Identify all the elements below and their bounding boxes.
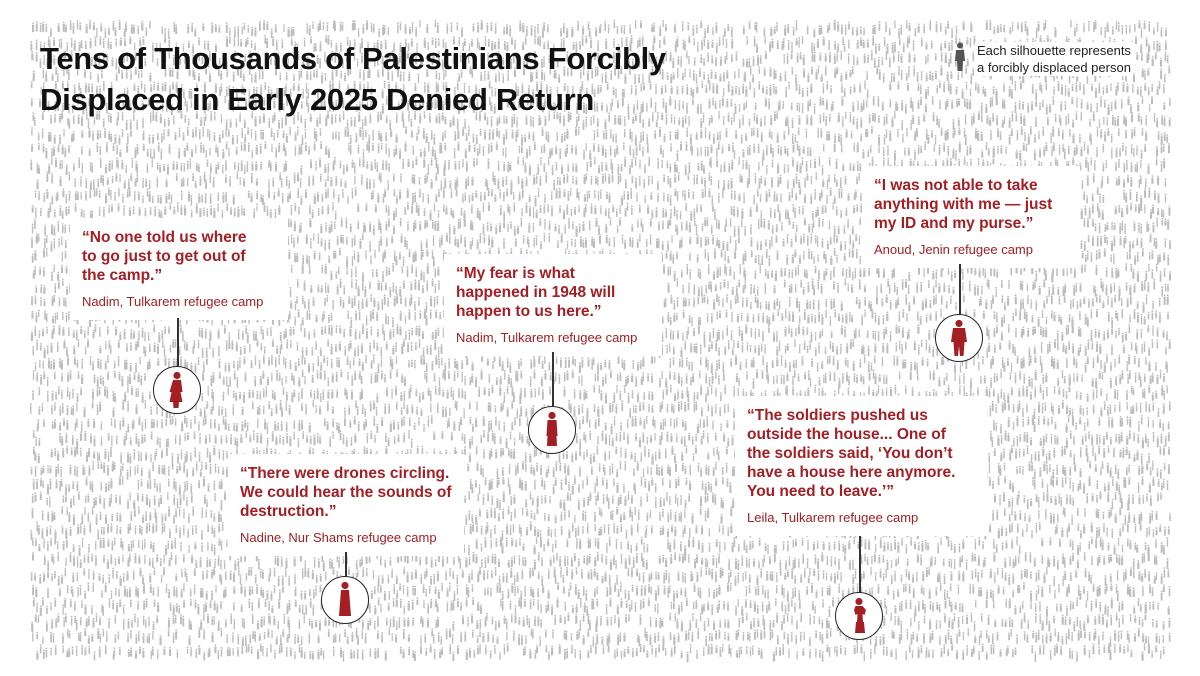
connector-line xyxy=(552,352,554,406)
quote-line: anything with me — just xyxy=(874,196,1053,213)
quote-line: the soldiers said, ‘You don’t xyxy=(747,445,953,462)
woman-hands-on-hips-silhouette-icon xyxy=(854,597,866,633)
connector-line xyxy=(959,264,961,314)
silhouette-badge-1 xyxy=(153,366,201,414)
quote-source: Nadim, Tulkarem refugee camp xyxy=(82,294,264,309)
quote-line: “My fear is what xyxy=(456,265,575,282)
quote-line: You need to leave.’” xyxy=(747,483,895,500)
quote-text: “No one told us where to go just to get … xyxy=(82,228,276,285)
quote-card-4: “I was not able to take anything with me… xyxy=(862,166,1080,268)
quote-card-2: “There were drones circling. We could he… xyxy=(228,454,464,556)
person-silhouette-icon xyxy=(955,42,965,71)
quote-line: We could hear the sounds of xyxy=(240,484,452,501)
quote-line: happen to us here.” xyxy=(456,303,602,320)
title-line-1: Tens of Thousands of Palestinians Forcib… xyxy=(40,41,666,76)
connector-line xyxy=(177,318,179,366)
silhouette-badge-4 xyxy=(935,314,983,362)
connector-line xyxy=(345,552,347,576)
quote-text: “There were drones circling. We could he… xyxy=(240,464,452,521)
legend-line-2: a forcibly displaced person xyxy=(977,60,1131,75)
quote-text: “I was not able to take anything with me… xyxy=(874,176,1068,233)
quote-text: “The soldiers pushed us outside the hous… xyxy=(747,406,975,501)
quote-line: “There were drones circling. xyxy=(240,465,450,482)
quote-card-1: “No one told us where to go just to get … xyxy=(70,218,288,320)
quote-source: Nadim, Tulkarem refugee camp xyxy=(456,330,638,345)
silhouette-badge-2 xyxy=(321,576,369,624)
title-line-2: Displaced in Early 2025 Denied Return xyxy=(40,82,594,117)
quote-card-5: “The soldiers pushed us outside the hous… xyxy=(735,396,987,536)
woman-in-dress-silhouette-icon xyxy=(546,411,558,446)
quote-line: to go just to get out of xyxy=(82,248,246,265)
quote-line: “The soldiers pushed us xyxy=(747,407,928,424)
quote-source: Nadine, Nur Shams refugee camp xyxy=(240,530,437,545)
silhouette-badge-5 xyxy=(835,592,883,640)
legend-text: Each silhouette represents a forcibly di… xyxy=(975,42,1133,76)
man-silhouette-icon xyxy=(951,319,967,356)
connector-line xyxy=(859,536,861,592)
quote-card-3: “My fear is what happened in 1948 will h… xyxy=(444,254,662,356)
woman-in-robe-silhouette-icon xyxy=(339,581,351,616)
quote-line: “I was not able to take xyxy=(874,177,1038,194)
quote-line: outside the house... One of xyxy=(747,426,946,443)
legend: Each silhouette represents a forcibly di… xyxy=(953,42,1133,76)
silhouette-badge-3 xyxy=(528,406,576,454)
page-title: Tens of Thousands of Palestinians Forcib… xyxy=(40,38,666,120)
quote-text: “My fear is what happened in 1948 will h… xyxy=(456,264,650,321)
quote-line: happened in 1948 will xyxy=(456,284,616,301)
quote-line: destruction.” xyxy=(240,503,337,520)
quote-line: the camp.” xyxy=(82,267,163,284)
quote-source: Anoud, Jenin refugee camp xyxy=(874,242,1033,257)
quote-line: my ID and my purse.” xyxy=(874,215,1034,232)
quote-line: “No one told us where xyxy=(82,229,247,246)
quote-source: Leila, Tulkarem refugee camp xyxy=(747,510,919,525)
woman-silhouette-icon xyxy=(169,371,183,408)
legend-line-1: Each silhouette represents xyxy=(977,43,1131,58)
quote-line: have a house here anymore. xyxy=(747,464,956,481)
